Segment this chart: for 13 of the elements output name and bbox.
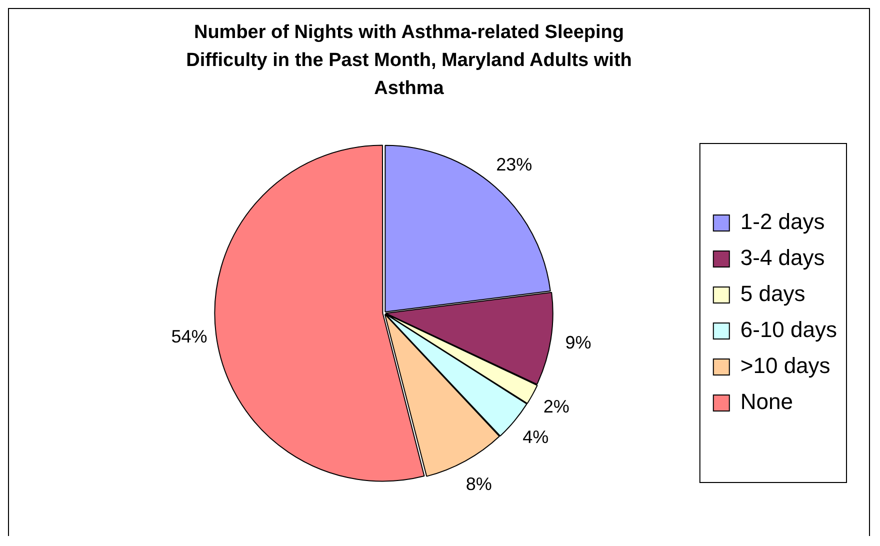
data-label: 9% xyxy=(565,332,592,353)
legend-label: 6-10 days xyxy=(740,317,838,342)
data-label: 23% xyxy=(496,154,532,175)
legend-label: 1-2 days xyxy=(740,209,825,234)
data-label: 54% xyxy=(171,326,208,347)
chart-title: Number of Nights with Asthma-related Sleeping Difficulty in the Past Month, Maryland Adults with Asthma xyxy=(185,21,633,101)
legend-label: None xyxy=(740,389,793,414)
legend-label: 3-4 days xyxy=(740,245,825,270)
legend-label: 5 days xyxy=(740,281,806,306)
data-label: 4% xyxy=(522,427,549,448)
data-label: 2% xyxy=(543,396,570,417)
data-label: 8% xyxy=(466,474,492,494)
legend-label: >10 days xyxy=(740,353,830,378)
